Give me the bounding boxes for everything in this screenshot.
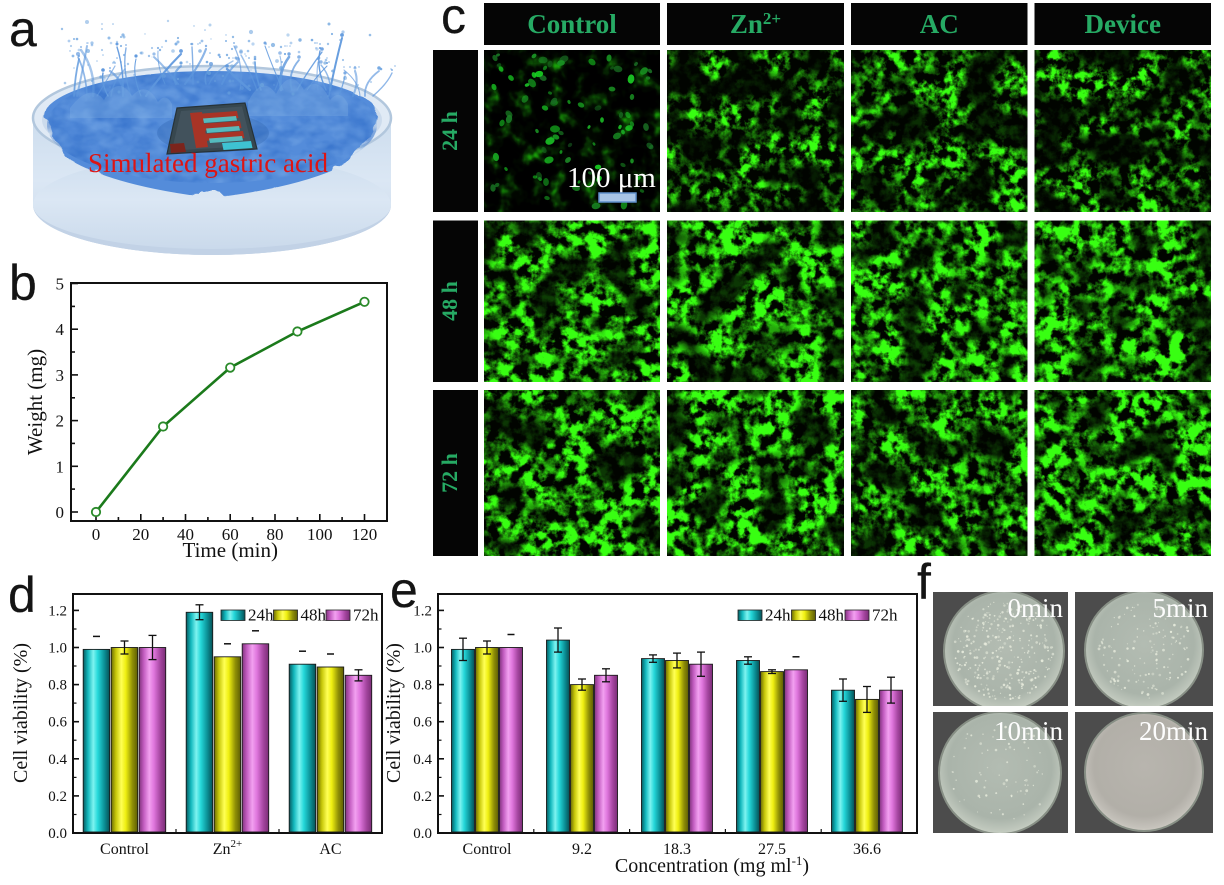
svg-text:72 h: 72 h [437,453,462,493]
svg-text:48h: 48h [301,606,327,625]
svg-text:Control: Control [463,841,512,858]
svg-text:18.3: 18.3 [663,841,691,858]
svg-text:0.6: 0.6 [48,715,67,731]
svg-text:72h: 72h [353,606,379,625]
svg-text:100: 100 [307,525,333,544]
svg-text:2: 2 [56,412,65,431]
svg-text:1.0: 1.0 [48,641,67,657]
svg-text:0min: 0min [1007,593,1063,623]
svg-text:24 h: 24 h [437,111,462,151]
svg-text:0.0: 0.0 [48,826,67,842]
svg-text:0.2: 0.2 [413,789,432,805]
svg-text:24h: 24h [248,606,274,625]
svg-text:e: e [390,562,418,618]
svg-text:a: a [9,1,37,57]
svg-text:10min: 10min [994,716,1064,746]
svg-text:48h: 48h [819,606,845,625]
svg-text:0.8: 0.8 [413,678,432,694]
svg-text:Cell viability (%): Cell viability (%) [383,643,405,783]
svg-text:0.8: 0.8 [48,678,67,694]
svg-text:0.2: 0.2 [48,789,67,805]
svg-text:d: d [8,567,36,623]
svg-text:20min: 20min [1139,716,1209,746]
svg-text:c: c [441,0,466,44]
svg-text:120: 120 [352,525,378,544]
svg-text:Time (min): Time (min) [183,538,278,562]
svg-text:72h: 72h [872,606,898,625]
svg-text:20: 20 [132,525,149,544]
svg-text:24h: 24h [765,606,791,625]
svg-text:Weight (mg): Weight (mg) [23,349,47,455]
svg-text:1: 1 [56,457,65,476]
svg-text:1.2: 1.2 [413,603,432,619]
svg-text:0.0: 0.0 [413,826,432,842]
svg-text:36.6: 36.6 [853,841,881,858]
svg-text:1.2: 1.2 [48,603,67,619]
svg-text:Concentration (mg ml-1): Concentration (mg ml-1) [615,853,809,877]
svg-text:48 h: 48 h [437,281,462,321]
svg-text:9.2: 9.2 [572,841,592,858]
svg-text:0.4: 0.4 [413,752,432,768]
svg-text:AC: AC [319,841,341,858]
svg-text:Cell viability (%): Cell viability (%) [10,643,32,783]
svg-text:Simulated gastric acid: Simulated gastric acid [88,148,328,178]
svg-text:0: 0 [56,503,65,522]
svg-text:b: b [9,255,37,311]
svg-text:f: f [917,554,931,610]
svg-text:0.4: 0.4 [48,752,67,768]
svg-text:27.5: 27.5 [758,841,786,858]
svg-text:60: 60 [222,525,239,544]
svg-text:1.0: 1.0 [413,641,432,657]
svg-text:Control: Control [527,9,617,39]
svg-text:0.6: 0.6 [413,715,432,731]
svg-text:0: 0 [92,525,101,544]
svg-text:3: 3 [56,366,65,385]
svg-text:40: 40 [177,525,194,544]
svg-text:80: 80 [267,525,284,544]
svg-text:Control: Control [100,841,149,858]
svg-text:100 μm: 100 μm [567,162,656,194]
svg-text:AC: AC [920,9,959,39]
svg-text:5: 5 [56,275,65,294]
svg-text:5min: 5min [1152,593,1208,623]
svg-text:4: 4 [56,320,65,339]
svg-text:Device: Device [1085,9,1161,39]
